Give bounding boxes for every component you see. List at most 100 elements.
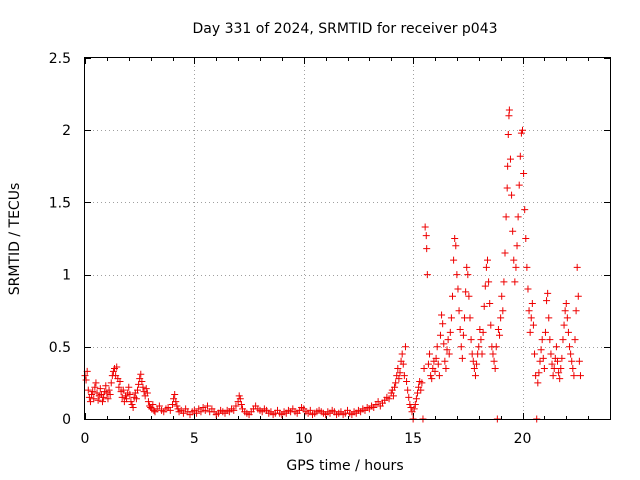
data-point <box>92 379 100 387</box>
data-point <box>457 343 465 351</box>
data-point <box>444 336 452 344</box>
data-point <box>149 401 157 409</box>
data-point <box>570 372 578 380</box>
data-point <box>116 377 124 385</box>
data-point <box>520 170 528 178</box>
data-point <box>422 232 430 240</box>
data-point <box>433 343 441 351</box>
data-point <box>560 321 568 329</box>
data-point <box>169 401 176 409</box>
x-tick-label: 5 <box>190 431 199 447</box>
data-point <box>517 129 525 137</box>
data-point <box>451 235 459 242</box>
data-point <box>424 360 432 368</box>
data-point <box>427 372 435 380</box>
data-point <box>193 409 201 417</box>
data-point <box>421 223 429 231</box>
data-point <box>155 402 163 410</box>
data-point <box>516 152 524 160</box>
data-point <box>527 314 535 322</box>
data-point <box>446 328 454 336</box>
data-point <box>90 395 98 403</box>
data-point <box>470 364 478 372</box>
data-point <box>475 343 483 351</box>
data-point <box>513 242 521 250</box>
data-point <box>535 369 543 377</box>
y-axis-title: SRMTID / TECUs <box>7 183 23 296</box>
data-point <box>91 383 99 391</box>
data-point <box>562 299 570 307</box>
data-point <box>115 383 123 391</box>
data-point <box>555 369 563 377</box>
data-point <box>439 320 447 328</box>
data-point <box>82 376 90 384</box>
data-point <box>492 343 500 351</box>
data-point <box>556 375 564 383</box>
data-point <box>374 398 382 406</box>
data-point <box>536 357 544 365</box>
data-point <box>546 336 554 344</box>
data-point <box>428 375 436 383</box>
data-point <box>423 245 431 253</box>
data-point <box>521 206 529 214</box>
data-point <box>306 406 314 414</box>
data-point <box>498 292 506 300</box>
data-point <box>394 364 402 372</box>
data-point <box>504 131 512 139</box>
data-point <box>572 307 580 315</box>
data-point <box>469 357 477 365</box>
data-point <box>514 213 522 221</box>
data-point <box>532 372 540 380</box>
data-point <box>543 297 551 305</box>
data-point <box>138 377 146 385</box>
data-point <box>411 401 419 409</box>
data-point <box>549 372 557 380</box>
data-point <box>426 350 434 358</box>
data-point <box>511 278 519 286</box>
data-point <box>391 383 399 391</box>
data-point <box>201 406 209 414</box>
data-point <box>496 331 504 339</box>
data-point <box>96 385 104 393</box>
data-point <box>454 285 462 293</box>
data-point <box>171 390 179 398</box>
data-point <box>232 402 240 410</box>
data-point <box>420 364 428 372</box>
data-point <box>392 379 400 387</box>
y-tick-label: 0 <box>62 412 71 428</box>
data-point <box>410 405 418 413</box>
data-point <box>436 331 444 339</box>
data-point <box>150 406 158 414</box>
data-point <box>441 357 449 365</box>
data-point <box>487 321 495 329</box>
data-point <box>134 386 141 394</box>
data-point <box>401 343 409 351</box>
data-point <box>142 385 150 393</box>
data-point <box>230 406 238 414</box>
x-tick-label: 10 <box>295 431 313 447</box>
data-point <box>403 377 411 385</box>
data-point <box>569 364 577 372</box>
data-point <box>455 307 463 315</box>
data-point <box>398 350 406 358</box>
data-point <box>466 314 474 322</box>
data-point <box>414 389 421 397</box>
data-point <box>528 299 536 307</box>
data-point <box>574 292 582 300</box>
data-point <box>524 285 532 293</box>
data-point <box>554 357 561 365</box>
data-point <box>143 389 151 397</box>
data-point <box>434 360 442 368</box>
data-point <box>539 354 547 362</box>
data-point <box>547 350 555 358</box>
data-point <box>179 409 187 417</box>
data-point <box>127 398 135 406</box>
data-point <box>113 363 121 371</box>
data-point <box>443 346 451 354</box>
data-point <box>462 288 470 296</box>
data-point <box>548 360 556 368</box>
grid <box>85 58 610 419</box>
data-point <box>523 263 531 271</box>
